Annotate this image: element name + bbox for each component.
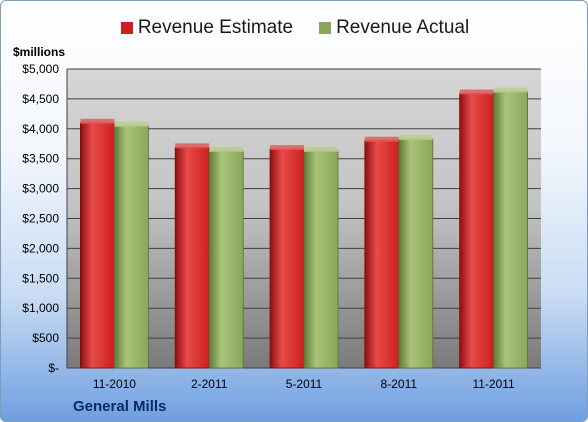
y-tick-label: $4,000 bbox=[22, 122, 59, 136]
x-tick-label: 11-2011 bbox=[472, 377, 515, 391]
y-tick-label: $3,500 bbox=[22, 152, 59, 166]
bar-revenue-actual bbox=[303, 150, 339, 369]
bar-top-actual bbox=[114, 121, 149, 127]
bar-revenue-estimate bbox=[269, 148, 305, 369]
y-tick-label: $1,500 bbox=[22, 271, 59, 285]
bar-top-estimate bbox=[364, 136, 399, 142]
x-tick-label: 2-2011 bbox=[191, 377, 228, 391]
bar-revenue-actual bbox=[493, 91, 529, 369]
bar-revenue-estimate bbox=[459, 93, 495, 369]
bar-top-actual bbox=[493, 87, 528, 93]
bar-top-estimate bbox=[80, 118, 115, 124]
y-tick-label: $4,500 bbox=[22, 92, 59, 106]
y-tick-label: $2,000 bbox=[22, 241, 59, 255]
bar-revenue-estimate bbox=[174, 146, 210, 369]
legend-item-actual: Revenue Actual bbox=[319, 17, 469, 39]
legend-label-actual: Revenue Actual bbox=[336, 17, 470, 38]
bar-revenue-actual bbox=[398, 138, 434, 369]
bar-revenue-estimate bbox=[364, 140, 400, 369]
y-tick-label: $5,000 bbox=[22, 62, 59, 76]
x-tick-label: 5-2011 bbox=[286, 377, 323, 391]
bar-top-estimate bbox=[459, 89, 494, 95]
bar-revenue-estimate bbox=[80, 122, 115, 369]
y-tick-label: $- bbox=[48, 361, 59, 375]
legend-label-estimate: Revenue Estimate bbox=[137, 17, 294, 38]
bar-revenue-actual bbox=[114, 125, 149, 369]
x-tick-label: 8-2011 bbox=[381, 377, 418, 391]
bar-top-actual bbox=[398, 134, 433, 140]
y-tick-label: $2,500 bbox=[22, 212, 59, 226]
bar-top-estimate bbox=[175, 143, 210, 149]
legend-swatch-estimate bbox=[120, 22, 133, 34]
x-tick-label: 11-2010 bbox=[93, 377, 136, 391]
y-tick-label: $3,000 bbox=[22, 182, 59, 196]
y-tick-label: $500 bbox=[32, 331, 59, 345]
legend: Revenue Estimate Revenue Actual bbox=[1, 17, 587, 39]
bar-top-actual bbox=[304, 146, 338, 152]
bar-top-estimate bbox=[270, 145, 304, 151]
legend-swatch-actual bbox=[319, 22, 332, 34]
y-tick-label: $1,000 bbox=[22, 301, 59, 315]
legend-item-estimate: Revenue Estimate bbox=[120, 17, 294, 39]
bar-revenue-actual bbox=[208, 150, 244, 369]
y-axis-unit-label: $millions bbox=[13, 45, 66, 59]
company-name: General Mills bbox=[73, 398, 167, 415]
bar-top-actual bbox=[209, 146, 244, 152]
